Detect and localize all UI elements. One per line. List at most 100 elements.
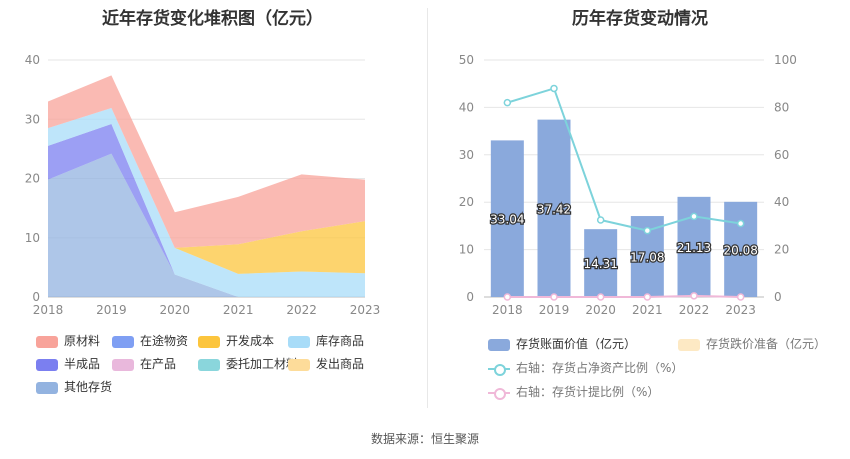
bar-data-label: 20.08 — [723, 243, 757, 257]
left-chart-panel: 近年存货变化堆积图（亿元） 0 10 20 30 40 2018 2019 2020 2021 2… — [0, 0, 425, 410]
x-tick-label: 2023 — [725, 303, 756, 317]
legend-swatch — [36, 381, 58, 394]
y-right-tick-label: 40 — [774, 195, 789, 209]
area-series-5 — [48, 107, 365, 298]
bar-data-label: 21.13 — [677, 241, 711, 255]
legend-swatch — [36, 358, 58, 371]
bar-line-chart: 0 10 20 30 40 50 0 20 40 60 80 100 33.04 37.42 14.31 17… — [459, 53, 797, 317]
area-series-6 — [48, 107, 365, 274]
line-series-0 — [507, 87, 741, 232]
line-point — [596, 293, 605, 301]
legend-swatch — [198, 358, 220, 371]
x-tick-label: 2019 — [96, 303, 127, 317]
y-left-tick-label: 50 — [459, 53, 474, 67]
y-tick-label: 40 — [25, 53, 40, 67]
left-chart-title: 近年存货变化堆积图（亿元） — [102, 9, 323, 29]
legend-swatch — [678, 338, 700, 351]
legend-label: 存货跌价准备（亿元） — [706, 337, 827, 351]
legend-item[interactable]: 在途物资 — [112, 333, 188, 349]
legend-item[interactable]: 发出商品 — [288, 356, 364, 372]
y-right-tick-label: 80 — [774, 100, 789, 114]
legend-item[interactable]: 右轴：存货计提比例（%） — [488, 384, 659, 400]
bar — [584, 229, 618, 297]
legend-swatch — [488, 387, 510, 400]
y-tick-label: 0 — [32, 290, 40, 304]
legend-swatch — [288, 358, 310, 371]
y-left-tick-label: 20 — [459, 195, 474, 209]
legend-label: 在途物资 — [140, 334, 189, 348]
x-tick-label: 2022 — [679, 303, 710, 317]
x-tick-label: 2018 — [492, 303, 523, 317]
line-point — [690, 292, 698, 300]
bar-data-label: 33.04 — [490, 213, 524, 227]
y-right-tick-label: 0 — [774, 290, 782, 304]
bar-data-label: 37.42 — [537, 202, 571, 216]
legend-label: 右轴：存货计提比例（%） — [516, 385, 660, 399]
bar — [490, 140, 524, 297]
legend-label: 库存商品 — [316, 334, 365, 348]
x-tick-label: 2023 — [350, 303, 381, 317]
line-point — [690, 212, 698, 221]
bar-data-label: 17.08 — [630, 251, 664, 265]
y-right-tick-label: 20 — [774, 243, 789, 257]
legend-label: 半成品 — [64, 357, 101, 371]
legend-item[interactable]: 在产品 — [112, 356, 176, 372]
y-left-tick-label: 30 — [459, 148, 474, 162]
bar-data-label: 14.31 — [583, 257, 617, 271]
bar — [537, 119, 571, 297]
source-note: 数据来源：恒生聚源 — [370, 432, 479, 446]
x-tick-label: 2020 — [160, 303, 191, 317]
legend-swatch — [112, 335, 134, 348]
legend-item[interactable]: 右轴：存货占净资产比例（%） — [488, 360, 683, 376]
x-tick-label: 2018 — [33, 303, 64, 317]
right-chart-panel: 历年存货变动情况 0 10 20 30 40 50 0 20 40 60 80 100 33.04 37.… — [430, 0, 850, 410]
legend-item[interactable]: 半成品 — [36, 356, 100, 372]
legend-swatch — [36, 335, 58, 348]
bar — [724, 201, 758, 297]
line-point — [736, 219, 745, 228]
legend-label: 开发成本 — [226, 334, 275, 348]
legend-item[interactable]: 库存商品 — [288, 333, 364, 349]
line-point — [643, 293, 652, 301]
legend-label: 在产品 — [140, 357, 177, 371]
legend-label: 委托加工材料 — [226, 357, 299, 371]
y-tick-label: 20 — [25, 172, 40, 186]
x-tick-label: 2021 — [632, 303, 663, 317]
line-point — [643, 226, 652, 235]
legend-item[interactable]: 其他存货 — [36, 379, 112, 395]
legend-label: 原材料 — [64, 334, 101, 348]
legend-item[interactable]: 原材料 — [36, 333, 100, 349]
area-series-1 — [48, 123, 365, 298]
line-point — [503, 293, 512, 301]
line-point — [503, 98, 512, 107]
legend-label: 存货账面价值（亿元） — [516, 337, 637, 351]
y-left-tick-label: 0 — [466, 290, 474, 304]
right-chart-title: 历年存货变动情况 — [572, 9, 708, 29]
legend-item[interactable]: 委托加工材料 — [198, 356, 298, 372]
x-tick-label: 2020 — [585, 303, 616, 317]
legend-swatch — [488, 363, 510, 376]
x-tick-label: 2022 — [286, 303, 317, 317]
legend-swatch — [288, 335, 310, 348]
area-series-0 — [48, 153, 365, 297]
legend-label: 右轴：存货占净资产比例（%） — [516, 361, 684, 375]
y-right-tick-label: 100 — [774, 53, 797, 67]
line-point — [550, 293, 558, 301]
legend-item[interactable]: 存货账面价值（亿元） — [488, 336, 636, 352]
legend-item[interactable]: 开发成本 — [198, 333, 274, 349]
x-tick-label: 2021 — [223, 303, 254, 317]
stacked-area-chart: 0 10 20 30 40 2018 2019 2020 2021 2022 2023 — [25, 53, 381, 317]
line-point — [596, 216, 605, 224]
y-left-tick-label: 40 — [459, 100, 474, 114]
legend-swatch — [488, 338, 510, 351]
legend-swatch — [112, 358, 134, 371]
legend-label: 发出商品 — [316, 357, 365, 371]
legend-label: 其他存货 — [64, 380, 113, 394]
line-series-1 — [507, 294, 741, 298]
panel-divider — [427, 8, 428, 408]
y-left-tick-label: 10 — [459, 243, 474, 257]
y-right-tick-label: 60 — [774, 148, 789, 162]
area-series-8 — [48, 75, 365, 248]
line-point — [736, 293, 745, 301]
legend-item[interactable]: 存货跌价准备（亿元） — [678, 336, 826, 352]
